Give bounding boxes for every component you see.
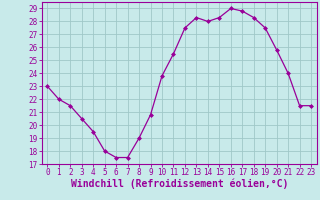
X-axis label: Windchill (Refroidissement éolien,°C): Windchill (Refroidissement éolien,°C) <box>70 179 288 189</box>
